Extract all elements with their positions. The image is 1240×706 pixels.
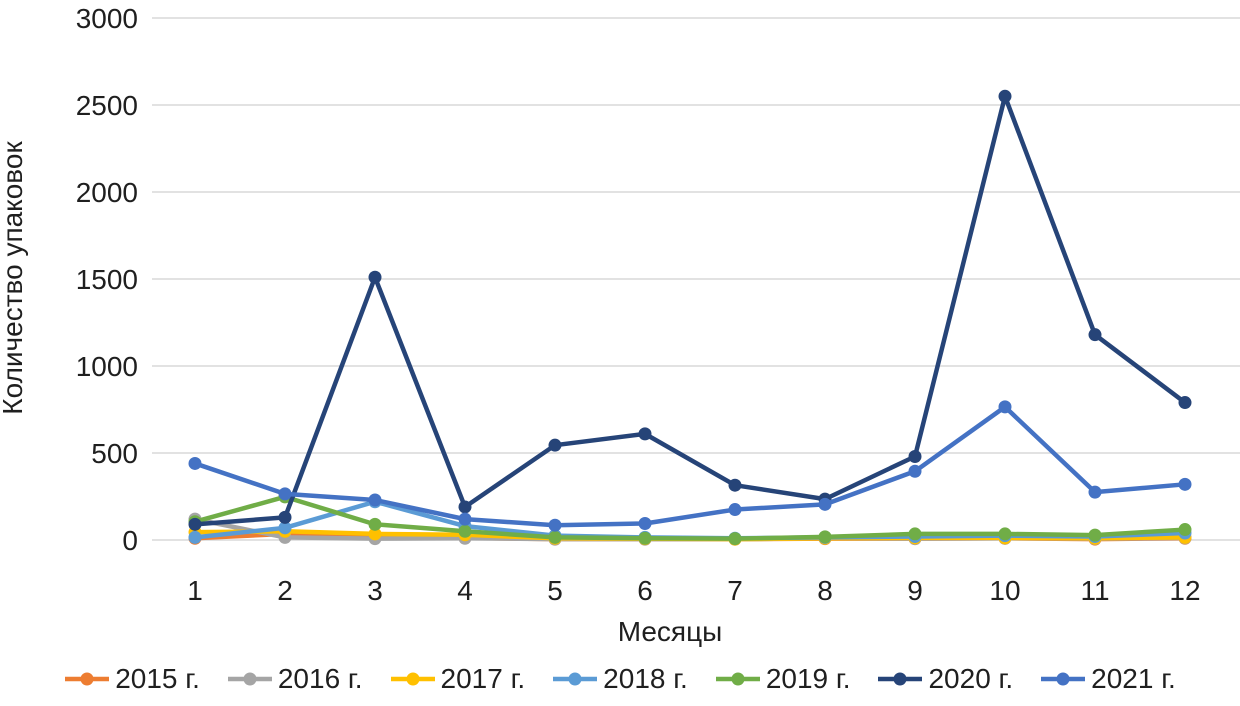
y-axis-title: Количество упаковок <box>0 141 28 415</box>
series-point-2021-m2 <box>278 487 292 501</box>
series-point-2019-m10 <box>998 527 1012 541</box>
series-point-2021-m12 <box>1178 477 1192 491</box>
series-point-2019-m5 <box>548 530 562 544</box>
x-axis-tick-label: 2 <box>277 575 293 606</box>
x-axis-tick-label: 1 <box>187 575 203 606</box>
legend-marker-icon <box>1041 672 1086 686</box>
x-axis-tick-label: 9 <box>907 575 923 606</box>
series-point-2019-m4 <box>458 524 472 538</box>
x-axis-tick-label: 3 <box>367 575 383 606</box>
series-point-2018-m2 <box>278 521 292 535</box>
legend-item-2021: 2021 г. <box>1040 665 1176 693</box>
y-axis-tick-label: 0 <box>122 525 138 556</box>
x-axis-tick-label: 4 <box>457 575 473 606</box>
series-point-2019-m8 <box>818 530 832 544</box>
legend-marker-dot <box>731 672 745 686</box>
legend-marker-dot <box>1056 672 1070 686</box>
gridlines-group <box>152 17 1240 541</box>
series-point-2021-m8 <box>818 497 832 511</box>
legend-label: 2016 г. <box>277 663 363 694</box>
legend-marker-dot <box>406 672 420 686</box>
y-axis-tick-label: 1000 <box>76 351 138 382</box>
legend-marker-icon <box>553 672 598 686</box>
series-point-2020-m5 <box>548 438 562 452</box>
legend-item-2016: 2016 г. <box>227 665 363 693</box>
series-line-2020 <box>192 94 1188 527</box>
y-axis-tick-label: 3000 <box>76 3 138 34</box>
legend-marker-icon <box>715 672 760 686</box>
series-point-2020-m2 <box>278 510 292 524</box>
series-group <box>188 89 1192 546</box>
series-point-2019-m12 <box>1178 523 1192 537</box>
legend-marker-dot <box>243 672 257 686</box>
x-axis-tick-label: 5 <box>547 575 563 606</box>
series-point-2020-m4 <box>458 500 472 514</box>
legend-marker-icon <box>65 672 110 686</box>
chart-legend: 2015 г. 2016 г. 2017 г. 2018 г. 2019 г. 2020 … <box>0 652 1240 706</box>
series-point-2020-m3 <box>368 270 382 284</box>
series-point-2019-m11 <box>1088 528 1102 542</box>
series-line-2021 <box>192 404 1188 528</box>
series-point-2018-m1 <box>188 530 202 544</box>
legend-label: 2021 г. <box>1091 663 1176 694</box>
series-point-2021-m5 <box>548 518 562 532</box>
legend-label: 2020 г. <box>928 663 1014 694</box>
x-axis-tick-labels: 1 2 3 4 5 6 7 8 9 10 11 12 <box>187 575 1200 606</box>
series-point-2021-m7 <box>728 503 742 517</box>
series-point-2020-m10 <box>998 89 1012 103</box>
series-point-2021-m10 <box>998 400 1012 414</box>
legend-item-2018: 2018 г. <box>552 665 688 693</box>
legend-item-2020: 2020 г. <box>877 665 1013 693</box>
series-point-2019-m6 <box>638 531 652 545</box>
series-point-2021-m3 <box>368 493 382 507</box>
legend-item-2019: 2019 г. <box>715 663 851 694</box>
legend-label: 2019 г. <box>765 663 851 694</box>
series-point-2019-m3 <box>368 517 382 531</box>
series-point-2020-m1 <box>188 517 202 531</box>
series-point-2019-m7 <box>728 532 742 546</box>
series-point-2021-m6 <box>638 516 652 530</box>
series-point-2020-m9 <box>908 449 922 463</box>
y-axis-tick-label: 2000 <box>76 177 138 208</box>
series-point-2021-m1 <box>188 456 202 470</box>
y-axis-tick-labels: 0 500 1000 1500 2000 2500 3000 <box>76 3 138 556</box>
series-point-2020-m12 <box>1178 396 1192 410</box>
series-point-2021-m11 <box>1088 485 1102 499</box>
legend-marker-icon <box>390 672 435 686</box>
legend-label: 2018 г. <box>603 663 688 694</box>
legend-marker-dot <box>893 672 907 686</box>
legend-marker-dot <box>80 672 94 686</box>
y-axis-tick-label: 1500 <box>76 264 138 295</box>
series-point-2021-m9 <box>908 464 922 478</box>
legend-item-2015: 2015 г. <box>64 665 200 693</box>
x-axis-tick-label: 8 <box>817 575 833 606</box>
x-axis-tick-label: 6 <box>637 575 653 606</box>
y-axis-tick-label: 500 <box>91 438 138 469</box>
series-point-2021-m4 <box>458 512 472 526</box>
x-axis-tick-label: 11 <box>1080 575 1109 606</box>
legend-marker-icon <box>227 672 272 686</box>
x-axis-tick-label: 12 <box>1169 575 1200 606</box>
legend-marker-dot <box>568 672 582 686</box>
series-line-2019 <box>192 494 1188 541</box>
legend-item-2017: 2017 г. <box>390 663 526 694</box>
x-axis-tick-label: 7 <box>727 575 743 606</box>
series-point-2020-m11 <box>1088 328 1102 342</box>
y-axis-tick-label: 2500 <box>76 90 138 121</box>
legend-label: 2015 г. <box>115 663 200 694</box>
series-point-2020-m7 <box>728 478 742 492</box>
x-axis-title: Месяцы <box>618 616 723 647</box>
legend-label: 2017 г. <box>440 663 526 694</box>
series-point-2020-m6 <box>638 427 652 441</box>
x-axis-tick-label: 10 <box>989 575 1020 606</box>
series-point-2019-m9 <box>908 527 922 541</box>
legend-marker-icon <box>878 672 923 686</box>
series-point-2017-m3 <box>368 527 382 541</box>
